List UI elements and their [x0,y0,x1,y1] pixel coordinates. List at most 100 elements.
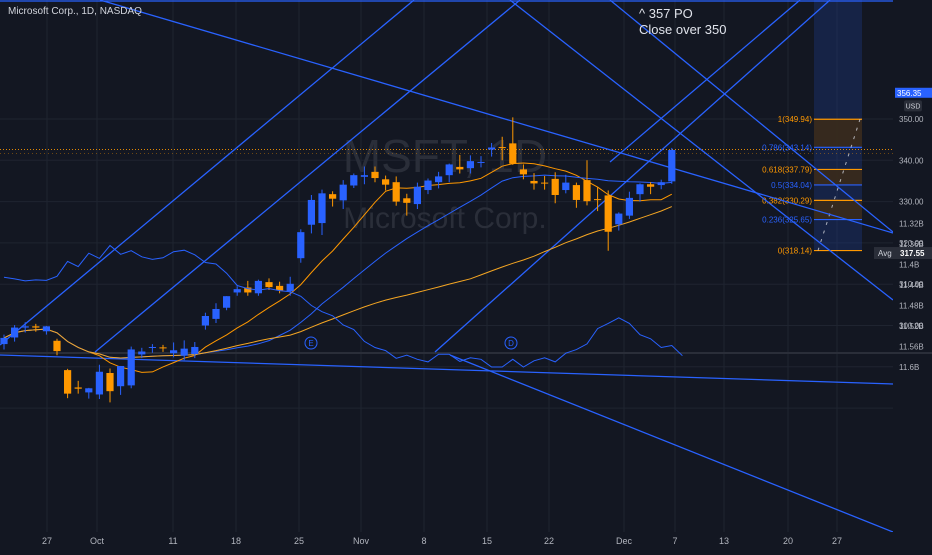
time-tick-label: 7 [672,536,677,546]
candle-body [625,197,633,216]
candle-body [85,388,93,393]
note-line-2: Close over 350 [639,22,727,37]
gridlines [0,0,932,532]
indicator-tick-label: 11.4B [899,261,919,270]
price-tick-label: 350.00 [899,115,924,124]
indicator-tick-label: 11.32B [899,220,924,229]
time-tick-label: Nov [353,536,370,546]
candle-body [572,185,580,200]
candle-body [53,340,61,352]
indicator-tick-label: 11.52B [899,322,924,331]
time-tick-label: 22 [544,536,554,546]
candle-body [74,387,82,389]
candle-body [382,179,390,185]
fib-level-label: 0.618(337.79) [762,165,812,174]
candle-body [403,198,411,203]
indicator-tick-label: 11.48B [899,302,924,311]
candle-body [371,171,379,179]
price-target-note[interactable]: ^ 357 PO Close over 350 [639,6,726,38]
time-tick-label: 27 [832,536,842,546]
candle-body [159,347,167,349]
candle-body [276,285,284,291]
moving-averages [3,162,673,373]
price-tick-label: 330.00 [899,198,924,207]
candle-body [11,327,19,338]
candle-body [392,182,400,202]
fib-level-label: 0.5(334.04) [771,181,812,190]
dividend-marker-icon[interactable] [504,336,518,350]
fib-level-label: 1(349.94) [778,115,813,124]
candle-body [562,182,570,191]
candle-body [180,348,188,356]
top-price-tag [895,87,932,98]
candle-body [551,178,559,195]
candle-body [657,182,665,186]
fib-band [814,119,862,148]
candle-body [488,147,496,150]
time-tick-label: Dec [616,536,633,546]
candle-body [254,280,262,294]
indicator-axis-bg [893,355,932,532]
fibonacci-retracement[interactable]: 1(349.94) 0.786(343.14) 0.618(337.79) 0.5(3… [0,0,893,256]
time-tick-label: 8 [421,536,426,546]
trend-line [0,354,894,385]
time-tick-label: 13 [719,536,729,546]
candle-body [318,193,326,224]
price-tick-label: 310.00 [899,280,924,289]
candle-body [148,346,156,348]
ma-fast-line [3,162,673,373]
candle-body [170,350,178,354]
event-markers: E D [304,336,518,350]
candle-body [329,194,337,199]
candle-body [339,184,347,201]
candle-body [223,296,231,308]
time-tick-label: 27 [42,536,52,546]
candle-body [32,326,40,328]
indicator-line [3,244,683,368]
price-axis[interactable]: 280.00290.00300.00310.00320.00330.00340.… [874,0,932,413]
candle-body [212,308,220,319]
indicator-axis[interactable]: 11.6B 11.56B 11.52B 11.48B 11.44B 11.4B 11.36B… [893,220,932,533]
candle-body [668,149,676,182]
candle-body [445,164,453,176]
candle-body [64,370,72,394]
avg-label: Avg [878,249,892,258]
note-line-1: ^ 357 PO [639,6,693,21]
fib-level-label: 0(318.14) [778,247,813,256]
indicator-tick-label: 11.6B [899,363,919,372]
price-tick-label: 300.00 [899,322,924,331]
trend-line [449,354,894,533]
price-tick-label: 340.00 [899,156,924,165]
fib-band [814,169,862,185]
trend-line [609,0,894,233]
trendlines[interactable] [0,0,932,533]
candle-body [519,169,527,175]
fib-band [814,200,862,220]
candle-body [530,180,538,184]
fib-level-label: 0.236(325.65) [762,216,812,225]
trend-line [434,0,831,353]
candle-body [0,337,8,345]
candle-body [583,180,591,202]
candle-body [138,351,146,355]
trend-line [94,0,521,353]
candle-body [498,147,506,149]
candle-body [615,213,623,225]
candle-body [360,175,368,177]
symbol-header[interactable]: Microsoft Corp., 1D, NASDAQ [8,6,142,17]
candle-body [456,166,464,170]
fib-level-label: 0.786(343.14) [762,143,812,152]
price-axis-bg [893,0,932,352]
earnings-marker-icon[interactable] [304,336,318,350]
candle-body [244,287,252,293]
candle-body [117,365,125,387]
time-axis[interactable]: 27 Oct 11 18 25 Nov 8 15 22 Dec 7 13 20 27 [0,532,932,550]
candle-body [307,199,315,225]
candle-body [647,184,655,187]
time-tick-label: 25 [294,536,304,546]
time-axis-bg [0,532,932,550]
candle-body [477,161,485,163]
candle-body [413,186,421,205]
watermark-name: Microsoft Corp. [343,202,546,235]
